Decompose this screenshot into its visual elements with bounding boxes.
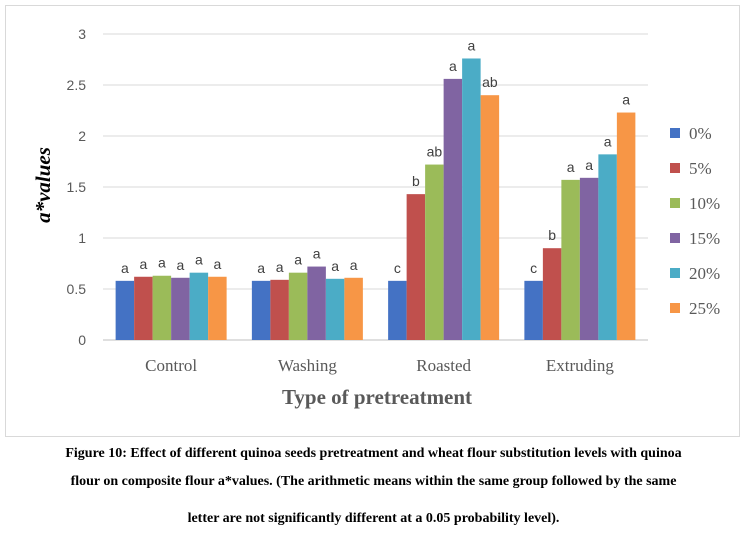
significance-letter: a <box>622 92 630 108</box>
bar <box>561 179 580 340</box>
x-category-label: Control <box>145 356 197 375</box>
bar <box>115 280 135 340</box>
y-tick-label: 0 <box>78 332 86 348</box>
significance-letter: a <box>176 257 184 273</box>
significance-letter: a <box>195 252 203 268</box>
legend-swatch <box>670 163 680 173</box>
x-category-label: Roasted <box>416 356 471 375</box>
significance-letter: a <box>139 256 147 272</box>
legend-label: 10% <box>689 194 720 213</box>
figure-caption-line-3: letter are not significantly different a… <box>187 511 560 526</box>
bar <box>406 194 426 340</box>
legend-swatch <box>670 303 680 313</box>
y-axis-title: a*values <box>31 147 55 223</box>
y-tick-label: 2 <box>78 128 86 144</box>
bar <box>388 280 407 340</box>
significance-letter: a <box>449 58 457 74</box>
y-tick-label: 0.5 <box>67 281 87 297</box>
legend-swatch <box>670 128 680 138</box>
significance-letter: a <box>276 259 284 275</box>
bar <box>524 280 543 340</box>
legend-swatch <box>670 233 680 243</box>
y-tick-label: 2.5 <box>67 77 87 93</box>
legend-label: 25% <box>689 299 720 318</box>
significance-letter: a <box>467 37 475 53</box>
significance-letter: a <box>121 260 129 276</box>
significance-letter: ab <box>427 144 443 160</box>
significance-letter: b <box>412 173 420 189</box>
significance-letter: a <box>158 255 166 271</box>
bar <box>134 276 153 340</box>
x-category-label: Extruding <box>546 356 614 375</box>
legend-label: 15% <box>689 229 720 248</box>
legend-swatch <box>670 268 680 278</box>
bar <box>270 279 289 340</box>
bar <box>598 154 617 340</box>
legend-label: 5% <box>689 159 712 178</box>
x-axis-title: Type of pretreatment <box>282 385 472 409</box>
bar <box>462 58 481 340</box>
bar <box>542 248 562 340</box>
bar <box>152 275 172 340</box>
legend-label: 20% <box>689 264 720 283</box>
figure-caption-line-2: flour on composite flour a*values. (The … <box>70 474 677 489</box>
bar <box>579 177 599 340</box>
bar <box>171 277 190 340</box>
significance-letter: a <box>604 133 612 149</box>
significance-letter: b <box>548 227 556 243</box>
bar <box>208 276 227 340</box>
legend-label: 0% <box>689 124 712 143</box>
chart-frame: 0 0.5 1 1.5 2 2.5 3 a a a a a a a a a a a a c b ab a a ab c b a a a a… <box>5 5 740 437</box>
x-category-label: Washing <box>278 356 338 375</box>
y-tick-label: 3 <box>78 26 86 42</box>
significance-letter: a <box>331 258 339 274</box>
significance-letter: a <box>294 252 302 268</box>
significance-letter: a <box>567 159 575 175</box>
bar <box>616 112 636 340</box>
bars <box>115 58 636 340</box>
bar <box>251 280 271 340</box>
significance-letter: a <box>350 257 358 273</box>
bar <box>344 277 363 340</box>
y-tick-label: 1 <box>78 230 86 246</box>
bar <box>288 272 308 340</box>
significance-letter: a <box>313 246 321 262</box>
bar <box>425 164 444 340</box>
bar <box>307 266 326 340</box>
legend: 0% 5% 10% 15% 20% 25% <box>670 124 720 318</box>
significance-letter: a <box>213 256 221 272</box>
significance-letter: a <box>585 157 593 173</box>
significance-letter: c <box>530 260 537 276</box>
significance-letter: ab <box>482 74 498 90</box>
bar <box>480 95 500 340</box>
bar <box>443 78 463 340</box>
significance-letter: c <box>394 260 401 276</box>
figure-caption-line-1: Figure 10: Effect of different quinoa se… <box>65 446 682 461</box>
x-category-labels: Control Washing Roasted Extruding <box>145 356 614 375</box>
bar <box>189 272 209 340</box>
y-tick-label: 1.5 <box>67 179 87 195</box>
significance-letter: a <box>257 260 265 276</box>
bar <box>325 278 345 340</box>
y-tick-labels: 0 0.5 1 1.5 2 2.5 3 <box>67 26 87 348</box>
legend-swatch <box>670 198 680 208</box>
